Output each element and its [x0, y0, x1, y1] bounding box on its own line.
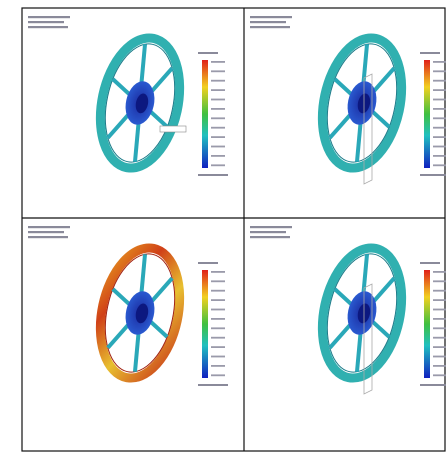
colorbar-tick-text — [433, 280, 446, 282]
colorbar-tick-text — [433, 327, 446, 329]
colorbar-tick-text — [211, 309, 225, 311]
colorbar-tick-text — [211, 327, 225, 329]
header-text — [250, 231, 286, 233]
header-text — [28, 21, 64, 23]
colorbar-footer — [420, 384, 446, 386]
header-text — [28, 236, 68, 238]
colorbar-tick-text — [433, 309, 446, 311]
colorbar-tick-text — [211, 136, 225, 138]
header-text — [28, 231, 64, 233]
colorbar-tick-text — [211, 155, 225, 157]
colorbar-tick-text — [211, 80, 225, 82]
colorbar-tick-text — [211, 290, 225, 292]
colorbar-tick-text — [211, 365, 225, 367]
colorbar-tick-text — [433, 117, 446, 119]
colorbar — [424, 60, 430, 168]
colorbar-tick-text — [211, 164, 225, 166]
colorbar-tick-text — [211, 337, 225, 339]
colorbar-tick-text — [211, 108, 225, 110]
colorbar-tick-text — [433, 318, 446, 320]
header-text — [250, 16, 292, 18]
colorbar — [424, 270, 430, 378]
colorbar-tick-text — [433, 374, 446, 376]
header-text — [28, 226, 70, 228]
colorbar-tick-text — [211, 89, 225, 91]
colorbar-footer — [420, 174, 446, 176]
colorbar-tick-text — [211, 299, 225, 301]
probe-label — [160, 126, 186, 132]
colorbar-tick-text — [211, 61, 225, 63]
colorbar-tick-text — [433, 108, 446, 110]
colorbar-tick-text — [433, 99, 446, 101]
colorbar-tick-text — [211, 117, 225, 119]
colorbar-tick-text — [433, 290, 446, 292]
colorbar-tick-text — [211, 374, 225, 376]
colorbar-tick-text — [433, 127, 446, 129]
colorbar-tick-text — [433, 146, 446, 148]
colorbar-tick-text — [433, 80, 446, 82]
colorbar-tick-text — [211, 146, 225, 148]
colorbar-tick-text — [433, 61, 446, 63]
colorbar-tick-text — [433, 356, 446, 358]
colorbar-tick-text — [211, 127, 225, 129]
colorbar-footer — [198, 174, 228, 176]
colorbar-tick-text — [433, 299, 446, 301]
colorbar-tick-text — [211, 70, 225, 72]
colorbar — [202, 60, 208, 168]
header-text — [250, 26, 290, 28]
colorbar-tick-text — [433, 164, 446, 166]
colorbar-footer — [198, 384, 228, 386]
colorbar-tick-text — [211, 280, 225, 282]
colorbar-tick-text — [211, 99, 225, 101]
header-text — [250, 226, 292, 228]
colorbar-tick-text — [211, 318, 225, 320]
header-text — [250, 21, 286, 23]
colorbar-tick-text — [211, 346, 225, 348]
colorbar-tick-text — [433, 89, 446, 91]
colorbar-tick-text — [433, 70, 446, 72]
colorbar-tick-text — [211, 271, 225, 273]
frame — [22, 8, 445, 451]
header-text — [28, 16, 70, 18]
screenshot — [0, 0, 446, 452]
colorbar-title — [198, 262, 218, 264]
colorbar — [202, 270, 208, 378]
colorbar-tick-text — [433, 271, 446, 273]
colorbar-tick-text — [433, 155, 446, 157]
colorbar-title — [198, 52, 218, 54]
header-text — [28, 26, 68, 28]
colorbar-title — [420, 52, 440, 54]
colorbar-tick-text — [433, 346, 446, 348]
colorbar-title — [420, 262, 440, 264]
colorbar-tick-text — [433, 365, 446, 367]
colorbar-tick-text — [211, 356, 225, 358]
colorbar-tick-text — [433, 136, 446, 138]
colorbar-tick-text — [433, 337, 446, 339]
header-text — [250, 236, 290, 238]
